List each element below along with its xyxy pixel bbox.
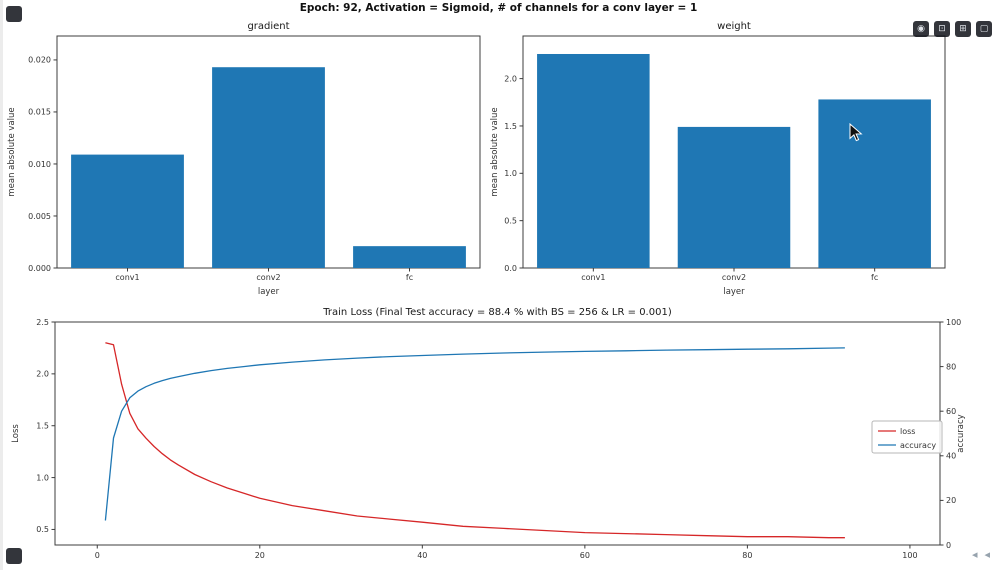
y-tick-label: 1.0	[504, 169, 517, 178]
legend-label: loss	[900, 427, 915, 436]
chart-title: gradient	[247, 21, 289, 32]
bar-chart-weight: 0.0 0.5 1.0 1.5 2.0 conv1 conv2 fc weight layer me…	[490, 21, 946, 297]
y-tick-label-left: 2.5	[36, 318, 49, 327]
series-accuracy	[104, 347, 845, 521]
overlay-button-bottom-left[interactable]	[6, 548, 22, 564]
y-tick-label-right: 80	[946, 362, 956, 371]
x-tick-label: 40	[417, 551, 427, 560]
player-controls: ◉ ⊡ ⊞ ▢	[913, 21, 992, 37]
prev-arrow-icon[interactable]: ◂	[971, 548, 978, 561]
fullscreen-icon[interactable]: ▢	[976, 21, 992, 37]
pip-icon[interactable]: ⊡	[934, 21, 950, 37]
x-tick-label: 100	[902, 551, 917, 560]
x-tick-label: conv1	[115, 273, 139, 282]
x-tick-label: 0	[95, 551, 100, 560]
y-tick-label-right: 40	[946, 452, 956, 461]
y-tick-label: 0.015	[28, 108, 51, 117]
x-tick-label: 60	[580, 551, 590, 560]
y-tick-label-right: 0	[946, 541, 951, 550]
line-chart: 0.5 1.0 1.5 2.0 2.5 0 20 40 60 80 100 0 20 40 60 80 100 T…	[11, 307, 966, 560]
y-axis-label: mean absolute value	[490, 107, 500, 196]
nav-arrows: ◂ ◂	[972, 549, 990, 560]
x-tick-label: 80	[742, 551, 752, 560]
window-edge	[0, 0, 3, 570]
y-axis-label-right: accuracy	[956, 414, 966, 452]
figure-suptitle: Epoch: 92, Activation = Sigmoid, # of ch…	[299, 2, 698, 14]
y-tick-label-left: 1.5	[36, 422, 49, 431]
y-tick-label: 0.000	[28, 264, 51, 273]
y-tick-label: 1.5	[504, 122, 517, 131]
legend-label: accuracy	[900, 441, 936, 450]
record-icon[interactable]: ◉	[913, 21, 929, 37]
x-tick-label: 20	[255, 551, 265, 560]
x-tick-label: fc	[406, 273, 413, 282]
y-tick-label-left: 2.0	[36, 370, 49, 379]
bar-fc	[353, 246, 466, 268]
y-tick-label-right: 20	[946, 496, 956, 505]
x-tick-label: conv2	[256, 273, 280, 282]
bar-chart-gradient: 0.000 0.005 0.010 0.015 0.020 conv1 conv2 fc gra…	[7, 21, 481, 297]
bar-conv1	[537, 53, 650, 268]
overlay-button-top-left[interactable]	[6, 6, 22, 22]
y-tick-label: 0.020	[28, 56, 51, 65]
y-axis-label-left: Loss	[11, 424, 21, 443]
axes-spines	[54, 321, 941, 546]
y-tick-label-right: 100	[946, 318, 961, 327]
y-tick-label: 0.010	[28, 160, 51, 169]
chart-title: Train Loss (Final Test accuracy = 88.4 %…	[322, 307, 672, 318]
x-axis-label: layer	[258, 287, 280, 297]
y-tick-label: 0.5	[504, 216, 517, 225]
y-tick-label-left: 1.0	[36, 473, 49, 482]
series-loss	[105, 342, 845, 539]
x-tick-label: conv1	[581, 273, 605, 282]
bar-conv1	[71, 154, 184, 268]
y-tick-label-left: 0.5	[36, 525, 49, 534]
bar-fc	[818, 99, 931, 268]
y-tick-label: 2.0	[504, 74, 517, 83]
x-tick-label: conv2	[722, 273, 746, 282]
y-tick-label: 0.0	[504, 264, 517, 273]
expand-icon[interactable]: ⊞	[955, 21, 971, 37]
bar-conv2	[677, 126, 791, 268]
x-axis-label: layer	[723, 287, 745, 297]
bar-conv2	[212, 67, 325, 269]
y-axis-label: mean absolute value	[7, 107, 17, 196]
y-tick-label-right: 60	[946, 407, 956, 416]
prev-arrow-icon-2[interactable]: ◂	[984, 548, 990, 561]
y-tick-label: 0.005	[28, 212, 51, 221]
chart-title: weight	[717, 21, 751, 32]
x-tick-label: fc	[871, 273, 878, 282]
